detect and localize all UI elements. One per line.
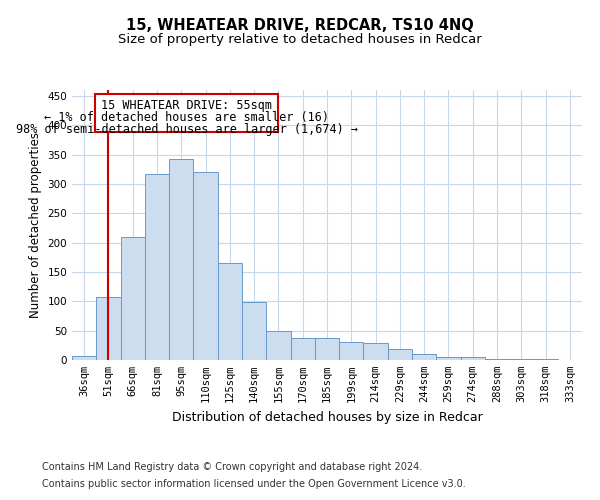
X-axis label: Distribution of detached houses by size in Redcar: Distribution of detached houses by size … <box>172 410 482 424</box>
FancyBboxPatch shape <box>95 94 278 132</box>
Bar <box>388 349 412 360</box>
Bar <box>266 330 290 360</box>
Bar <box>364 343 388 360</box>
Bar <box>121 236 145 360</box>
Text: 98% of semi-detached houses are larger (1,674) →: 98% of semi-detached houses are larger (… <box>16 122 358 136</box>
Bar <box>169 158 193 360</box>
Text: 15, WHEATEAR DRIVE, REDCAR, TS10 4NQ: 15, WHEATEAR DRIVE, REDCAR, TS10 4NQ <box>126 18 474 32</box>
Bar <box>461 357 485 360</box>
Bar <box>436 357 461 360</box>
Bar <box>339 342 364 360</box>
Bar <box>242 302 266 360</box>
Y-axis label: Number of detached properties: Number of detached properties <box>29 132 42 318</box>
Text: Contains HM Land Registry data © Crown copyright and database right 2024.: Contains HM Land Registry data © Crown c… <box>42 462 422 472</box>
Text: Size of property relative to detached houses in Redcar: Size of property relative to detached ho… <box>118 32 482 46</box>
Bar <box>218 263 242 360</box>
Bar <box>485 359 509 360</box>
Text: Contains public sector information licensed under the Open Government Licence v3: Contains public sector information licen… <box>42 479 466 489</box>
Text: ← 1% of detached houses are smaller (16): ← 1% of detached houses are smaller (16) <box>44 110 329 124</box>
Bar <box>72 356 96 360</box>
Bar <box>315 338 339 360</box>
Bar <box>290 338 315 360</box>
Bar <box>145 174 169 360</box>
Bar <box>412 354 436 360</box>
Bar <box>96 297 121 360</box>
Bar <box>193 172 218 360</box>
Text: 15 WHEATEAR DRIVE: 55sqm: 15 WHEATEAR DRIVE: 55sqm <box>101 99 272 112</box>
